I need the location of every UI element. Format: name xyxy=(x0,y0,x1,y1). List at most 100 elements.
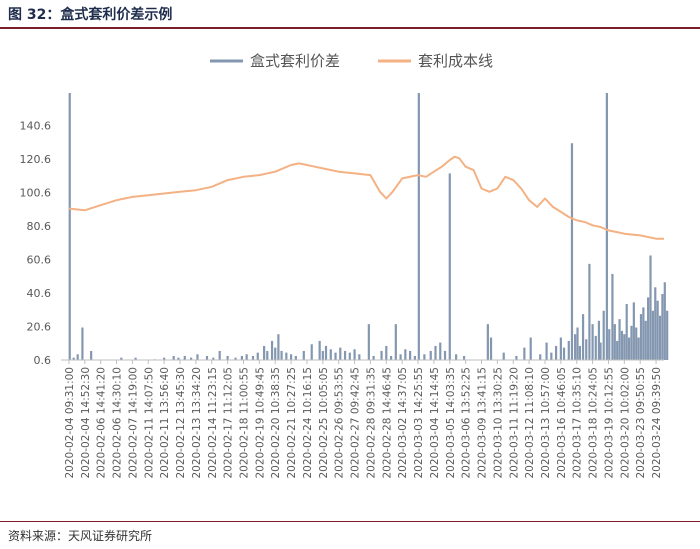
x-tick-label-22: 2020-03-03 14:25:55 xyxy=(413,367,425,479)
spread-bar-93 xyxy=(618,319,621,360)
spread-bar-101 xyxy=(637,337,640,360)
spread-bar-57 xyxy=(434,345,437,360)
x-tick-label-20: 2020-02-28 14:46:45 xyxy=(381,367,393,479)
legend-label-spread: 盒式套利价差 xyxy=(250,52,340,70)
spread-bar-85 xyxy=(597,320,601,360)
x-tick-label-28: 2020-03-11 11:19:20 xyxy=(508,367,520,479)
spread-bar-96 xyxy=(625,304,628,360)
spread-bar-28 xyxy=(280,350,283,360)
spread-bar-52 xyxy=(409,350,412,360)
spread-bar-110 xyxy=(658,315,662,360)
legend: 盒式套利价差 套利成本线 xyxy=(210,52,493,70)
x-tick-label-16: 2020-02-25 10:05:05 xyxy=(318,367,330,479)
spread-bar-107 xyxy=(651,310,654,360)
spread-bar-42 xyxy=(353,349,356,360)
spread-bar-1 xyxy=(72,357,75,360)
spread-bar-13 xyxy=(196,354,199,360)
spread-bar-31 xyxy=(294,355,297,360)
spread-bar-66 xyxy=(515,355,518,360)
spread-bar-11 xyxy=(183,355,186,360)
x-tick-label-10: 2020-02-17 11:12:05 xyxy=(223,367,235,479)
spread-bar-19 xyxy=(240,355,243,360)
spread-bar-100 xyxy=(635,327,638,360)
spread-bar-67 xyxy=(523,347,526,360)
spread-bar-88 xyxy=(605,93,608,360)
spread-bar-22 xyxy=(256,352,259,360)
spread-bar-23 xyxy=(263,345,266,360)
spread-bar-106 xyxy=(649,255,652,360)
spread-bar-74 xyxy=(562,347,566,360)
spread-bar-5 xyxy=(120,357,123,360)
x-tick-label-17: 2020-02-26 09:53:55 xyxy=(334,367,346,479)
spread-bar-102 xyxy=(639,314,643,360)
y-tick-label-6: 120.6 xyxy=(20,153,52,166)
cost-line-layer xyxy=(68,155,664,240)
spread-bar-2 xyxy=(76,354,79,360)
spread-bar-29 xyxy=(285,352,288,360)
spread-bar-0 xyxy=(68,93,71,360)
x-tick-label-25: 2020-03-06 13:52:25 xyxy=(461,367,473,479)
spread-bar-49 xyxy=(394,324,397,360)
y-tick-label-2: 40.6 xyxy=(27,287,52,300)
x-tick-label-29: 2020-03-12 11:08:10 xyxy=(524,367,536,479)
x-tick-label-9: 2020-02-14 11:23:15 xyxy=(207,367,219,479)
x-tick-label-33: 2020-03-18 10:24:05 xyxy=(588,367,600,479)
spread-bar-95 xyxy=(623,334,626,360)
spread-bar-27 xyxy=(277,334,280,360)
x-tick-label-1: 2020-02-04 14:52:30 xyxy=(80,367,92,479)
spread-bars xyxy=(68,93,669,360)
spread-bar-30 xyxy=(289,354,293,360)
spread-bar-63 xyxy=(486,324,489,360)
x-tick-label-26: 2020-03-09 13:41:15 xyxy=(477,367,489,479)
legend-label-cost: 套利成本线 xyxy=(418,52,493,70)
spread-bar-8 xyxy=(163,357,166,360)
x-tick-label-34: 2020-03-19 10:12:55 xyxy=(603,367,615,479)
spread-bar-78 xyxy=(576,327,579,360)
y-tick-label-4: 80.6 xyxy=(27,220,52,233)
spread-bar-109 xyxy=(656,300,659,360)
spread-bar-99 xyxy=(632,302,635,360)
x-tick-label-31: 2020-03-16 10:46:05 xyxy=(556,367,568,479)
spread-bar-40 xyxy=(343,350,347,360)
footer-rule xyxy=(0,521,700,522)
spread-bar-68 xyxy=(529,337,532,360)
spread-bar-51 xyxy=(404,349,407,360)
spread-bar-25 xyxy=(270,340,274,360)
spread-bar-84 xyxy=(594,335,597,360)
spread-bar-16 xyxy=(218,350,221,360)
y-tick-label-7: 140.6 xyxy=(20,119,52,132)
x-tick-label-19: 2020-02-28 09:31:35 xyxy=(365,367,377,479)
spread-bar-33 xyxy=(310,344,313,360)
spread-bar-41 xyxy=(348,352,351,360)
spread-bar-97 xyxy=(627,337,631,360)
spread-bar-38 xyxy=(334,352,337,360)
spread-bar-56 xyxy=(429,350,432,360)
spread-bar-104 xyxy=(644,320,647,360)
spread-bar-21 xyxy=(251,355,255,360)
spread-bar-90 xyxy=(611,273,614,360)
spread-bar-12 xyxy=(190,357,193,360)
x-tick-label-15: 2020-02-24 10:16:15 xyxy=(302,367,314,479)
spread-bar-65 xyxy=(502,352,505,360)
x-tick-label-11: 2020-02-18 11:00:55 xyxy=(238,367,250,479)
x-tick-label-7: 2020-02-12 13:45:30 xyxy=(175,367,187,479)
spread-bar-3 xyxy=(81,327,84,360)
x-tick-label-12: 2020-02-19 10:49:45 xyxy=(254,367,266,479)
x-tick-label-14: 2020-02-21 10:27:25 xyxy=(286,367,298,479)
spread-bar-64 xyxy=(489,337,493,360)
spread-bar-94 xyxy=(620,330,624,360)
x-tick-label-2: 2020-02-06 14:41:20 xyxy=(96,367,108,479)
spread-bar-53 xyxy=(413,355,416,360)
spread-bar-45 xyxy=(372,355,375,360)
x-axis: 2020-02-04 09:31:00 2020-02-04 14:52:30 20… xyxy=(64,360,663,479)
source-note: 资料来源：天风证券研究所 xyxy=(8,529,153,543)
y-tick-label-1: 20.6 xyxy=(27,320,52,333)
spread-bar-9 xyxy=(172,355,175,360)
title-rule xyxy=(0,27,700,29)
x-tick-label-37: 2020-03-24 09:39:50 xyxy=(651,367,663,479)
spread-bar-6 xyxy=(134,357,137,360)
x-tick-label-32: 2020-03-17 10:35:10 xyxy=(572,367,584,479)
x-tick-label-30: 2020-03-13 10:57:00 xyxy=(540,367,552,479)
spread-bar-77 xyxy=(574,334,577,360)
cost-line xyxy=(68,155,664,240)
